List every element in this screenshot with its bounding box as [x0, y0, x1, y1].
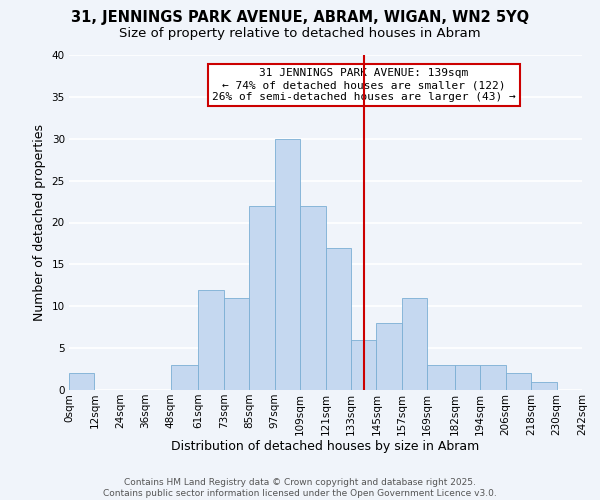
Text: Contains HM Land Registry data © Crown copyright and database right 2025.
Contai: Contains HM Land Registry data © Crown c…: [103, 478, 497, 498]
Bar: [69, 373, 94, 390]
Bar: [351, 340, 376, 390]
Bar: [300, 206, 325, 390]
Bar: [427, 365, 455, 390]
Bar: [402, 298, 427, 390]
Bar: [455, 365, 480, 390]
Bar: [199, 290, 224, 390]
Bar: [224, 298, 249, 390]
Bar: [376, 323, 402, 390]
Text: 31 JENNINGS PARK AVENUE: 139sqm
← 74% of detached houses are smaller (122)
26% o: 31 JENNINGS PARK AVENUE: 139sqm ← 74% of…: [212, 68, 516, 102]
Bar: [480, 365, 506, 390]
Bar: [531, 382, 557, 390]
Bar: [325, 248, 351, 390]
Text: Size of property relative to detached houses in Abram: Size of property relative to detached ho…: [119, 28, 481, 40]
Y-axis label: Number of detached properties: Number of detached properties: [33, 124, 46, 321]
Bar: [171, 365, 199, 390]
Text: 31, JENNINGS PARK AVENUE, ABRAM, WIGAN, WN2 5YQ: 31, JENNINGS PARK AVENUE, ABRAM, WIGAN, …: [71, 10, 529, 25]
Bar: [275, 138, 300, 390]
Bar: [506, 373, 531, 390]
Bar: [249, 206, 275, 390]
X-axis label: Distribution of detached houses by size in Abram: Distribution of detached houses by size …: [172, 440, 479, 454]
